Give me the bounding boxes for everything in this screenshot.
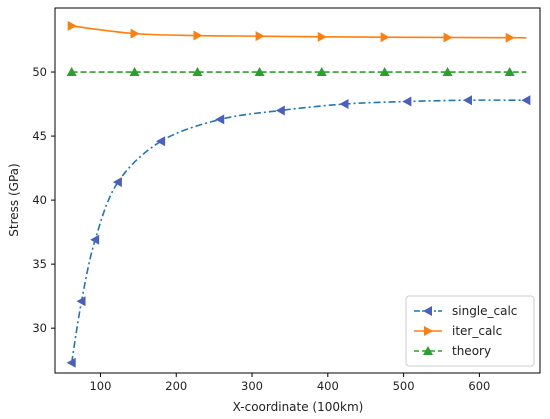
data-point xyxy=(66,357,76,368)
data-point xyxy=(317,31,327,42)
data-point xyxy=(90,234,100,245)
legend-label: single_calc xyxy=(452,304,517,318)
plot-frame xyxy=(54,7,541,374)
legend-box xyxy=(405,295,535,367)
data-point xyxy=(255,31,265,42)
legend-label: iter_calc xyxy=(452,324,502,338)
data-point xyxy=(193,30,203,41)
data-point xyxy=(379,67,390,77)
data-point xyxy=(192,67,203,77)
y-tick-label: 45 xyxy=(32,129,47,143)
series-theory xyxy=(66,67,527,77)
data-point xyxy=(76,296,86,307)
data-point xyxy=(463,95,473,106)
x-tick-label: 600 xyxy=(468,379,490,393)
legend-marker xyxy=(423,346,433,355)
legend-marker xyxy=(424,326,433,336)
series-iter-calc xyxy=(67,20,527,43)
data-point xyxy=(402,96,412,107)
legend-item: theory xyxy=(414,344,491,358)
x-axis-label: X-coordinate (100km) xyxy=(233,400,364,414)
y-tick-label: 40 xyxy=(32,193,47,207)
data-point xyxy=(130,28,140,39)
data-point xyxy=(504,67,515,77)
legend-label: theory xyxy=(452,344,491,358)
data-point xyxy=(380,32,390,43)
data-point xyxy=(66,67,77,77)
data-point xyxy=(67,20,77,31)
data-point xyxy=(505,32,515,43)
x-tick-label: 500 xyxy=(393,379,415,393)
y-tick-label: 30 xyxy=(32,321,47,335)
data-point xyxy=(112,177,122,188)
x-tick-label: 400 xyxy=(317,379,339,393)
y-tick-label: 35 xyxy=(32,257,47,271)
x-tick-label: 100 xyxy=(89,379,111,393)
y-axis-ticks: 30 35 40 45 50 xyxy=(32,65,55,335)
series-single-calc xyxy=(66,95,531,368)
data-point xyxy=(443,32,453,43)
data-point xyxy=(521,95,531,106)
data-point xyxy=(129,67,140,77)
plot-area xyxy=(54,7,541,374)
legend-marker xyxy=(423,306,432,316)
data-point xyxy=(339,99,349,110)
data-point xyxy=(254,67,265,77)
data-point xyxy=(442,67,453,77)
y-axis-label: Stress (GPa) xyxy=(7,163,21,236)
data-point xyxy=(316,67,327,77)
x-tick-label: 300 xyxy=(241,379,263,393)
data-point xyxy=(275,105,285,116)
legend-item: single_calc xyxy=(414,304,517,318)
data-point xyxy=(215,114,225,125)
series-line xyxy=(71,25,527,39)
y-tick-label: 50 xyxy=(32,65,47,79)
legend-item: iter_calc xyxy=(414,324,502,338)
x-axis-ticks: 100 200 300 400 500 600 xyxy=(89,373,490,393)
x-tick-label: 200 xyxy=(165,379,187,393)
data-point xyxy=(156,136,166,147)
